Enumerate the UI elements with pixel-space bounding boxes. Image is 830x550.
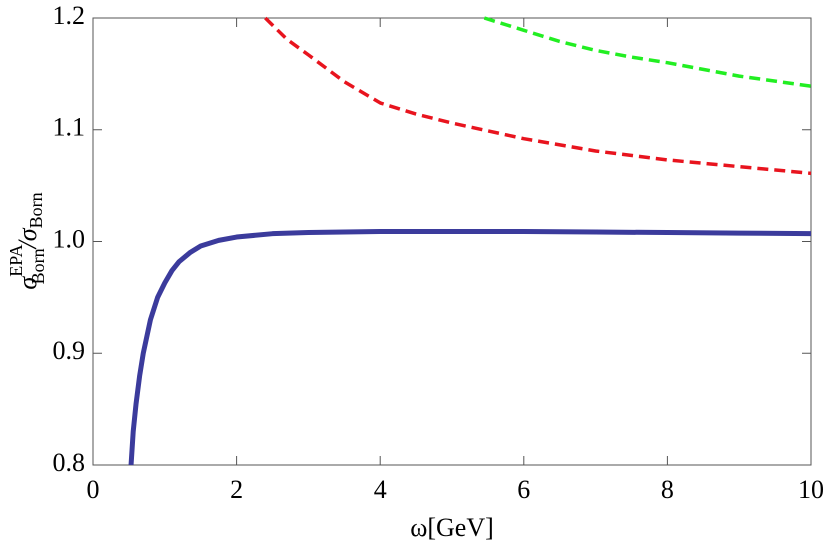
plot-frame xyxy=(92,17,812,466)
x-tick-label: 0 xyxy=(87,475,100,504)
x-tick-label: 4 xyxy=(374,475,387,504)
y-label-part: EPA xyxy=(6,244,26,276)
series-line xyxy=(264,16,812,176)
x-tick-label: 10 xyxy=(798,475,824,504)
x-tick-label: 8 xyxy=(661,475,674,504)
series-line xyxy=(483,16,812,88)
x-tick-label: 6 xyxy=(517,475,530,504)
y-tick-label: 1.2 xyxy=(53,1,86,30)
x-axis-label: ω[GeV] xyxy=(410,513,494,542)
y-axis-label: σEPA Born/σBorn xyxy=(6,192,48,289)
y-tick-label: 1.1 xyxy=(53,113,86,142)
series-line xyxy=(128,228,812,466)
y-label-part: /σ xyxy=(13,227,42,250)
y-tick-label: 1.0 xyxy=(53,224,86,253)
y-tick-label: 0.9 xyxy=(53,336,86,365)
y-label-part: Born xyxy=(28,248,48,284)
y-label-part: Born xyxy=(26,192,46,228)
x-tick-label: 2 xyxy=(230,475,243,504)
y-label-part: σ xyxy=(13,276,42,290)
y-tick-label: 0.8 xyxy=(53,448,86,477)
